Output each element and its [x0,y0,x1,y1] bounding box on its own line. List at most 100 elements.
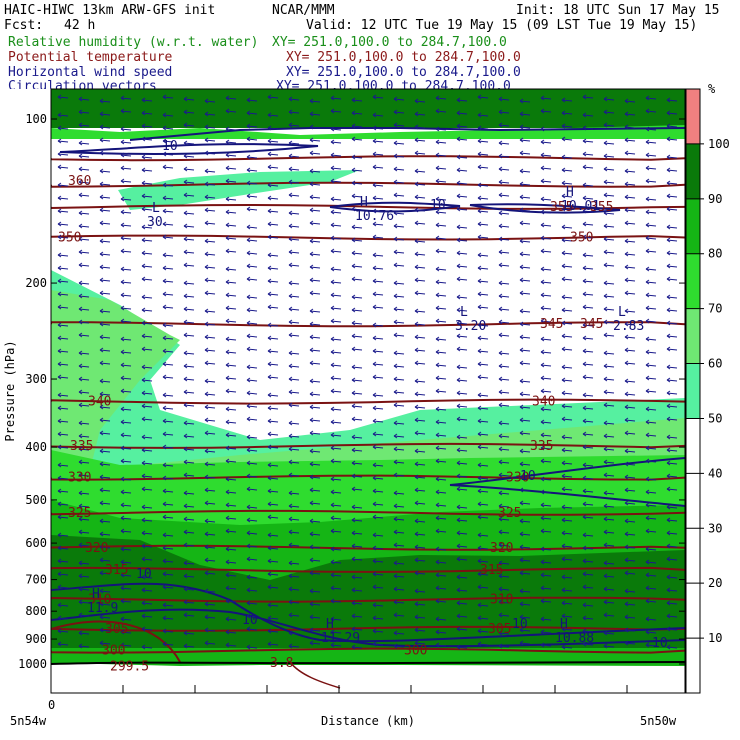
vector-head-933 [120,528,125,534]
vector-head-465 [372,304,377,310]
vector-head-859 [456,486,461,492]
vector-455 [162,306,174,309]
vector-310 [267,236,279,239]
vector-713 [540,421,552,424]
vector-head-801 [498,459,503,465]
vector-1165 [582,630,594,633]
vector-1158 [435,631,447,634]
vector-440 [477,293,489,296]
vector-head-601 [78,376,83,382]
vector-767 [414,450,426,453]
wind-contour-0 [59,143,319,155]
vector-232 [519,196,531,199]
vector-head-449 [666,294,671,300]
vector-head-917 [414,518,419,524]
vector-head-328 [645,235,650,241]
vector-629 [666,379,678,382]
vector-1124 [351,615,363,618]
vector-head-1007 [414,557,419,563]
vector-head-1028 [225,572,230,578]
vector-557 [414,349,426,352]
vector-495 [372,324,384,327]
vector-head-395 [162,278,167,284]
vector-head-884 [351,504,356,510]
vector-head-291 [498,223,503,229]
vector-81 [498,124,510,127]
vector-head-179 [666,167,671,173]
vector-662 [99,406,111,409]
vector-head-187 [204,181,209,187]
vector-228 [435,198,447,201]
vector-head-443 [540,292,545,298]
vector-head-594 [561,364,566,370]
vector-1064 [351,589,363,592]
vector-724 [141,436,153,439]
vector-head-171 [498,166,503,172]
vector-402 [309,279,321,282]
vector-head-355 [582,252,587,258]
vector-109 [456,138,468,141]
vector-head-330 [57,252,62,258]
vector-head-915 [372,514,377,520]
vector-head-868 [645,489,650,495]
vector-head-710 [477,418,482,424]
vector-547 [204,349,216,352]
vector-head-209 [666,180,671,186]
vector-head-519 [246,333,251,339]
wind-contour-5 [51,582,685,643]
vector-602 [99,380,111,383]
vector-head-877 [204,500,209,506]
vector-head-585 [372,361,377,367]
wind-label: 10 [136,567,152,582]
vector-1154 [351,628,363,631]
vector-head-261 [498,210,503,216]
vector-1156 [393,632,405,635]
vector-1082 [99,603,111,606]
vector-379 [456,265,468,268]
vector-841 [78,492,90,495]
vector-591 [498,365,510,368]
vector-head-1055 [162,584,167,590]
vector-1188 [435,644,447,647]
vector-897 [624,502,636,505]
vector-914 [351,519,363,522]
vector-184 [141,182,153,185]
vector-head-447 [624,290,629,296]
vector-881 [288,505,300,508]
vector-head-1060 [267,584,272,590]
vector-1056 [183,588,195,591]
vector-head-794 [351,460,356,466]
vector-209 [666,182,678,185]
vector-head-437 [414,290,419,296]
vector-185 [162,184,174,187]
vector-587 [414,362,426,365]
vector-760 [267,446,279,449]
vector-771 [498,448,510,451]
vector-head-1064 [351,587,356,593]
vector-head-36 [183,109,188,115]
vector-370 [267,267,279,270]
vector-head-911 [288,516,293,522]
vector-952 [519,533,531,536]
vector-head-107 [414,137,419,143]
vector-head-922 [519,518,524,524]
vector-997 [204,559,216,562]
vector-head-611 [288,376,293,382]
vector-1102 [519,603,531,606]
vector-head-829 [456,473,461,479]
vector-861 [498,492,510,495]
vector-head-1039 [456,574,461,580]
vector-320 [477,236,489,239]
vector-head-634 [141,390,146,396]
vector-head-147 [624,150,629,156]
vector-945 [372,534,384,537]
vector-381 [498,264,510,267]
vector-506 [603,321,615,324]
vector-910 [267,516,279,519]
vector-head-438 [435,292,440,298]
vector-34 [141,112,153,115]
vector-1121 [288,614,300,617]
vector-head-603 [120,375,125,381]
wind-label: 10 [430,198,446,213]
vector-1099 [456,602,468,605]
